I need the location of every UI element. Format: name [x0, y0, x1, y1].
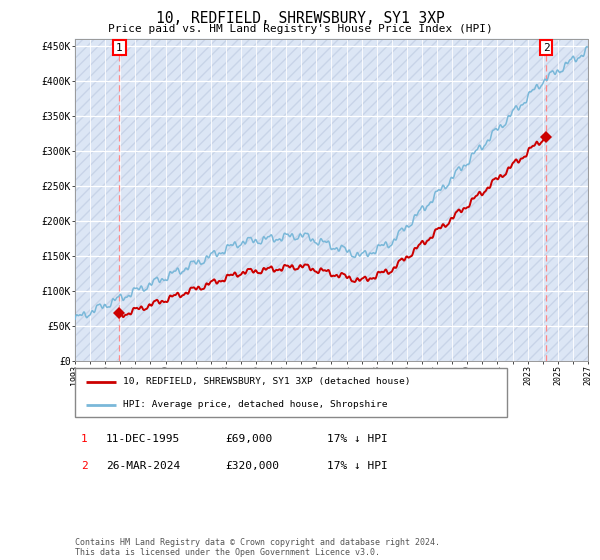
Text: Price paid vs. HM Land Registry's House Price Index (HPI): Price paid vs. HM Land Registry's House …	[107, 24, 493, 34]
Text: £320,000: £320,000	[225, 461, 279, 471]
Text: 2: 2	[543, 43, 550, 53]
Text: 11-DEC-1995: 11-DEC-1995	[106, 434, 181, 444]
Text: 26-MAR-2024: 26-MAR-2024	[106, 461, 181, 471]
Text: 2: 2	[80, 461, 88, 471]
Text: 10, REDFIELD, SHREWSBURY, SY1 3XP (detached house): 10, REDFIELD, SHREWSBURY, SY1 3XP (detac…	[122, 377, 410, 386]
Text: 10, REDFIELD, SHREWSBURY, SY1 3XP: 10, REDFIELD, SHREWSBURY, SY1 3XP	[155, 11, 445, 26]
Text: 1: 1	[80, 434, 88, 444]
FancyBboxPatch shape	[75, 368, 507, 417]
Text: Contains HM Land Registry data © Crown copyright and database right 2024.
This d: Contains HM Land Registry data © Crown c…	[75, 538, 440, 557]
Text: 17% ↓ HPI: 17% ↓ HPI	[327, 461, 388, 471]
Text: HPI: Average price, detached house, Shropshire: HPI: Average price, detached house, Shro…	[122, 400, 387, 409]
Text: 17% ↓ HPI: 17% ↓ HPI	[327, 434, 388, 444]
Text: £69,000: £69,000	[225, 434, 272, 444]
Text: 1: 1	[116, 43, 123, 53]
